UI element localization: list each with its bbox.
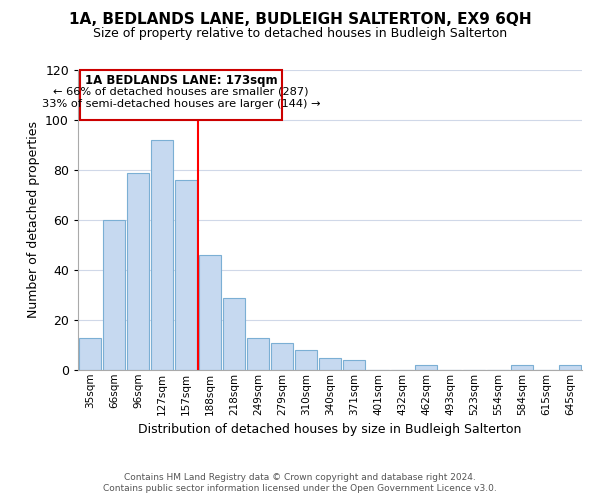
Bar [415, 365, 437, 370]
Y-axis label: Number of detached properties: Number of detached properties [26, 122, 40, 318]
Bar [511, 365, 533, 370]
Bar [223, 298, 245, 370]
Text: 1A, BEDLANDS LANE, BUDLEIGH SALTERTON, EX9 6QH: 1A, BEDLANDS LANE, BUDLEIGH SALTERTON, E… [68, 12, 532, 28]
Bar [295, 350, 317, 370]
X-axis label: Distribution of detached houses by size in Budleigh Salterton: Distribution of detached houses by size … [139, 423, 521, 436]
Text: Size of property relative to detached houses in Budleigh Salterton: Size of property relative to detached ho… [93, 28, 507, 40]
FancyBboxPatch shape [80, 70, 282, 120]
Bar [127, 172, 149, 370]
Bar [319, 358, 341, 370]
Text: 33% of semi-detached houses are larger (144) →: 33% of semi-detached houses are larger (… [42, 99, 320, 109]
Text: Contains public sector information licensed under the Open Government Licence v3: Contains public sector information licen… [103, 484, 497, 493]
Text: ← 66% of detached houses are smaller (287): ← 66% of detached houses are smaller (28… [53, 86, 309, 96]
Text: 1A BEDLANDS LANE: 173sqm: 1A BEDLANDS LANE: 173sqm [85, 74, 278, 87]
Bar [247, 338, 269, 370]
Text: Contains HM Land Registry data © Crown copyright and database right 2024.: Contains HM Land Registry data © Crown c… [124, 472, 476, 482]
Bar [559, 365, 581, 370]
Bar [175, 180, 197, 370]
Bar [343, 360, 365, 370]
Bar [151, 140, 173, 370]
Bar [79, 338, 101, 370]
Bar [103, 220, 125, 370]
Bar [199, 255, 221, 370]
Bar [271, 342, 293, 370]
